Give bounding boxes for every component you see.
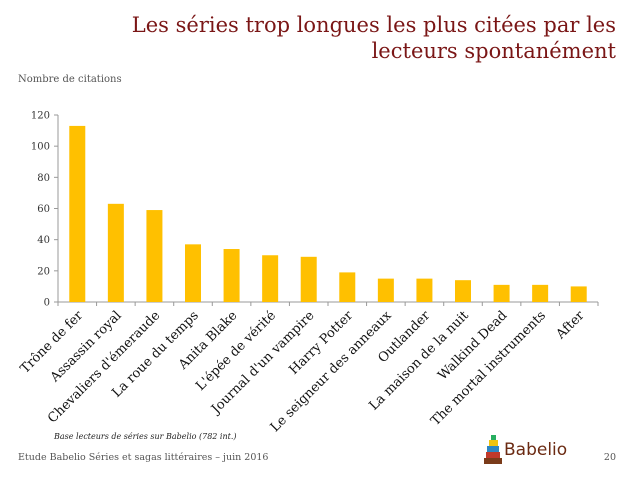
y-tick-label: 20 (37, 266, 50, 277)
logo-text: Babelio (504, 440, 568, 460)
bar (223, 249, 240, 302)
babelio-logo: Babelio (480, 432, 570, 468)
book-stack-icon (484, 435, 502, 464)
y-tick-label: 60 (37, 204, 50, 215)
bar (532, 284, 549, 302)
y-tick-label: 80 (37, 173, 50, 184)
bar (146, 210, 163, 302)
y-tick-label: 40 (37, 235, 50, 246)
y-tick-label: 120 (31, 111, 50, 122)
y-tick-label: 100 (31, 142, 50, 153)
bar (416, 278, 433, 302)
x-tick-label: Walkind Dead (435, 308, 510, 383)
bar (69, 125, 86, 303)
y-tick-label: 0 (44, 298, 50, 309)
bar (339, 272, 356, 302)
page-number: 20 (603, 452, 616, 463)
bar (300, 256, 317, 302)
x-tick-label: After (553, 308, 588, 343)
bar (185, 244, 201, 302)
footnote: Base lecteurs de séries sur Babelio (782… (54, 432, 237, 441)
bar (570, 286, 587, 302)
bar (107, 203, 124, 302)
y-axis-label: Nombre de citations (18, 74, 122, 85)
bar (493, 284, 510, 302)
bar (262, 255, 279, 302)
footer-text: Etude Babelio Séries et sagas littéraire… (18, 452, 269, 463)
bar (455, 280, 471, 302)
chart-title: Les séries trop longues les plus citées … (131, 13, 616, 63)
bar (377, 278, 394, 302)
